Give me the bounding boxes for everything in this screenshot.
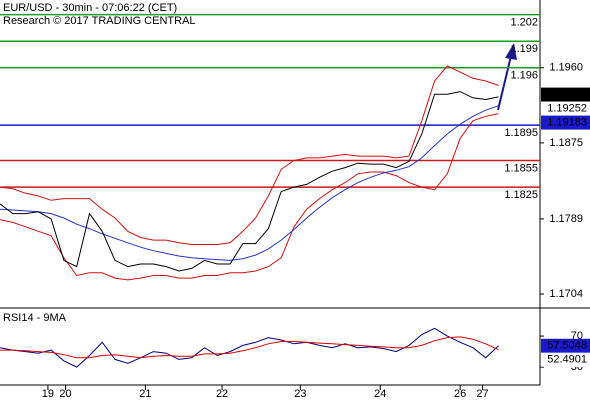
level-label: 1.1895 (504, 127, 538, 139)
series-line (0, 113, 499, 281)
y-tick-label: 1.1960 (549, 62, 583, 74)
value-box-label: 1.19252 (547, 102, 587, 114)
series-line (0, 105, 499, 261)
y-tick-label: 1.1789 (549, 213, 583, 225)
x-tick-label: 21 (139, 388, 151, 400)
value-box (541, 352, 590, 367)
level-label: 1.196 (510, 70, 538, 82)
value-box (541, 338, 590, 353)
target-arrow (497, 43, 517, 111)
x-tick-label: 20 (59, 388, 71, 400)
value-box-label: 1.19183 (547, 116, 587, 128)
series-line (0, 336, 499, 359)
value-box (541, 115, 590, 130)
chart-subtitle: Research © 2017 TRADING CENTRAL (3, 15, 196, 27)
x-tick-label: 26 (454, 388, 466, 400)
rsi-title: RSI14 - 9MA (3, 312, 67, 324)
series-line (0, 327, 499, 368)
x-tick-label: 23 (294, 388, 306, 400)
arrow-head (505, 43, 517, 60)
x-tick-label: 27 (476, 388, 488, 400)
value-box (541, 87, 590, 102)
level-label: 1.1855 (504, 162, 538, 174)
level-label: 1.1825 (504, 189, 538, 201)
value-box-label: 52.4901 (547, 354, 587, 366)
x-tick-label: 24 (374, 388, 386, 400)
chart-title: EUR/USD - 30min - 07:06:22 (CET) (3, 2, 177, 14)
y-tick-label: 1.1875 (549, 137, 583, 149)
level-label: 1.199 (510, 43, 538, 55)
value-box (541, 101, 590, 116)
x-tick-label: 22 (216, 388, 228, 400)
series-line (0, 91, 499, 272)
level-label: 1.202 (510, 17, 538, 29)
value-box-label: 1.19296 (547, 88, 587, 100)
value-box-label: 57.5048 (547, 340, 587, 352)
arrow-shaft (497, 55, 512, 111)
x-tick-label: 19 (42, 388, 54, 400)
series-line (0, 65, 499, 245)
y-tick-label: 1.1704 (549, 288, 583, 300)
